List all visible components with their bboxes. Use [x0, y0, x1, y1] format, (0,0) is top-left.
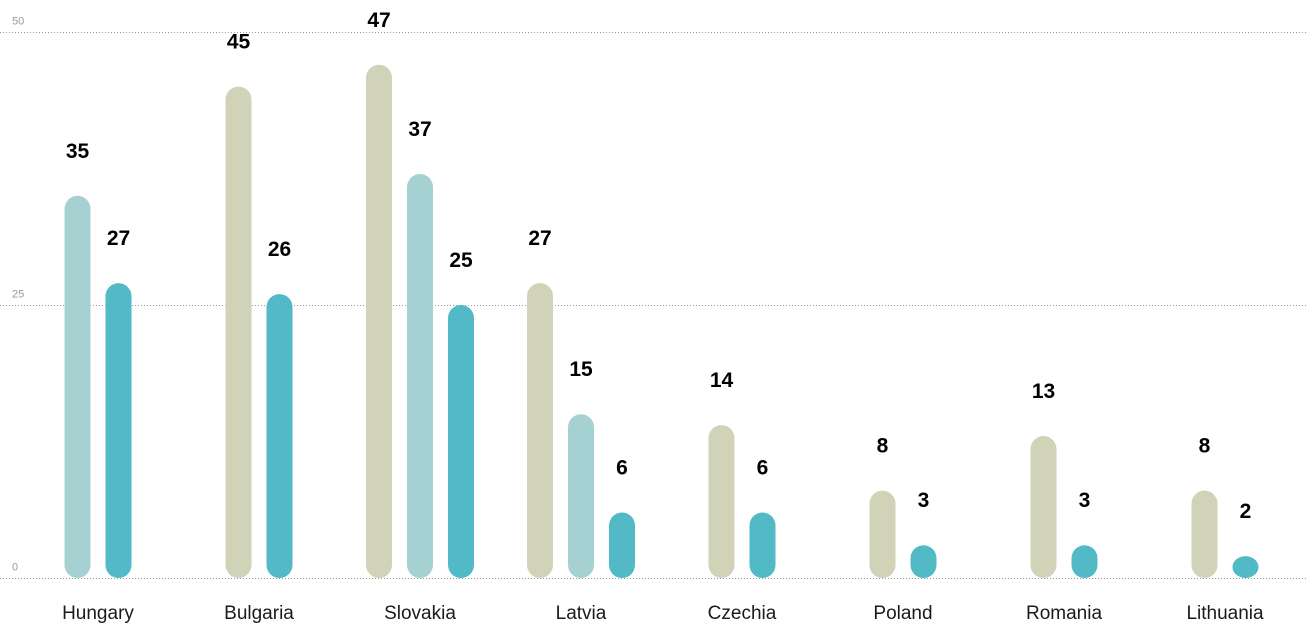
bar-hungary — [64, 195, 91, 579]
bar-lithuania — [1191, 490, 1218, 578]
bar-latvia — [568, 414, 594, 578]
value-label: 6 — [757, 456, 769, 479]
value-label: 13 — [1032, 380, 1055, 403]
value-label: 25 — [449, 249, 473, 272]
y-axis-ticks: 0 25 50 — [12, 16, 24, 574]
value-label: 8 — [1199, 435, 1211, 458]
x-axis-categories: Hungary Bulgaria Slovakia Latvia Czechia Pola… — [62, 603, 1264, 624]
value-label: 3 — [918, 489, 930, 512]
bar-hungary — [105, 283, 132, 578]
y-tick-label: 25 — [12, 289, 24, 301]
bar-bulgaria — [266, 294, 293, 578]
category-label-slovakia: Slovakia — [384, 603, 456, 624]
bar-slovakia — [366, 64, 392, 578]
gridlines — [0, 32, 1306, 579]
category-label-poland: Poland — [873, 603, 932, 624]
value-label: 8 — [877, 435, 889, 458]
category-label-bulgaria: Bulgaria — [224, 603, 294, 624]
bar-slovakia — [407, 173, 433, 578]
bar-slovakia — [448, 305, 474, 578]
bar-romania — [1071, 545, 1098, 578]
value-label: 37 — [408, 118, 431, 141]
value-label: 47 — [367, 9, 390, 32]
value-label: 15 — [569, 358, 593, 381]
value-label: 45 — [227, 31, 251, 54]
value-label: 14 — [710, 369, 734, 392]
category-label-lithuania: Lithuania — [1186, 603, 1264, 624]
value-labels: 35 27 45 26 47 37 25 27 15 6 14 6 8 3 13 3 8 2 — [66, 9, 1252, 523]
bar-latvia — [609, 512, 635, 578]
bar-czechia — [708, 425, 735, 578]
bar-romania — [1030, 436, 1057, 578]
value-label: 35 — [66, 140, 90, 163]
value-label: 6 — [616, 456, 628, 479]
bar-bulgaria — [225, 86, 252, 578]
y-tick-label: 0 — [12, 562, 18, 574]
value-label: 2 — [1240, 500, 1252, 523]
bar-czechia — [749, 512, 776, 578]
category-label-latvia: Latvia — [556, 603, 607, 624]
value-label: 27 — [107, 227, 130, 250]
value-label: 27 — [528, 227, 551, 250]
y-tick-label: 50 — [12, 16, 24, 28]
bar-poland — [869, 490, 896, 578]
category-label-romania: Romania — [1026, 603, 1102, 624]
bar-lithuania — [1232, 556, 1259, 578]
bar-latvia — [527, 283, 553, 578]
category-label-czechia: Czechia — [708, 603, 777, 624]
value-label: 3 — [1079, 489, 1091, 512]
bars — [64, 64, 1259, 579]
bar-poland — [910, 545, 937, 578]
value-label: 26 — [268, 238, 291, 261]
category-label-hungary: Hungary — [62, 603, 134, 624]
